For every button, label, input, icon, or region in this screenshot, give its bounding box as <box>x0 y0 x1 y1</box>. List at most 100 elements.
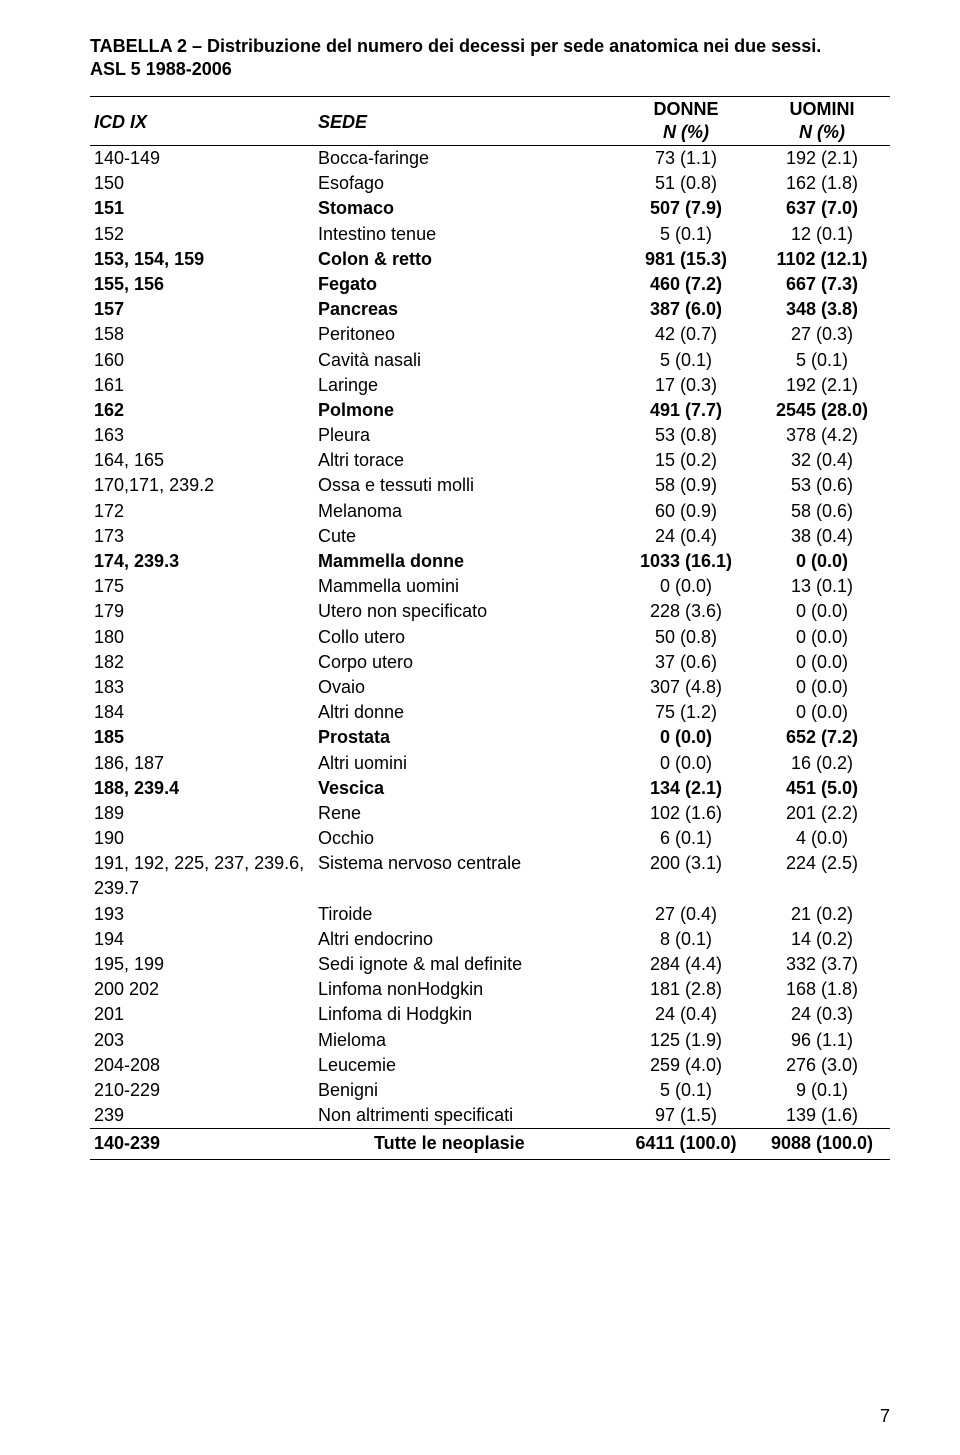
cell-uomini: 348 (3.8) <box>754 297 890 322</box>
cell-sede: Laringe <box>314 373 618 398</box>
table-row: 203Mieloma125 (1.9)96 (1.1) <box>90 1028 890 1053</box>
table-row: 204-208Leucemie259 (4.0)276 (3.0) <box>90 1053 890 1078</box>
cell-icd: 193 <box>90 902 314 927</box>
table-row: 182Corpo utero37 (0.6)0 (0.0) <box>90 650 890 675</box>
total-cell: 6411 (100.0) <box>618 1129 754 1159</box>
cell-uomini: 2545 (28.0) <box>754 398 890 423</box>
table-row: 189Rene102 (1.6)201 (2.2) <box>90 801 890 826</box>
cell-sede: Linfoma di Hodgkin <box>314 1002 618 1027</box>
cell-uomini: 0 (0.0) <box>754 625 890 650</box>
cell-icd: 160 <box>90 348 314 373</box>
table-row: 140-149Bocca-faringe73 (1.1)192 (2.1) <box>90 146 890 172</box>
table-row: 184Altri donne75 (1.2)0 (0.0) <box>90 700 890 725</box>
cell-uomini: 53 (0.6) <box>754 473 890 498</box>
cell-donne: 387 (6.0) <box>618 297 754 322</box>
cell-donne: 15 (0.2) <box>618 448 754 473</box>
cell-icd: 172 <box>90 499 314 524</box>
table-row: 151Stomaco507 (7.9)637 (7.0) <box>90 196 890 221</box>
table-row: 190Occhio6 (0.1)4 (0.0) <box>90 826 890 851</box>
cell-icd: 140-149 <box>90 146 314 172</box>
table-row: 150Esofago51 (0.8)162 (1.8) <box>90 171 890 196</box>
cell-donne: 73 (1.1) <box>618 146 754 172</box>
col-header-donne: DONNE <box>618 97 754 121</box>
cell-icd: 155, 156 <box>90 272 314 297</box>
cell-sede: Altri torace <box>314 448 618 473</box>
cell-sede: Prostata <box>314 725 618 750</box>
cell-sede: Colon & retto <box>314 247 618 272</box>
cell-donne: 75 (1.2) <box>618 700 754 725</box>
cell-icd: 175 <box>90 574 314 599</box>
table-row: 194Altri endocrino8 (0.1)14 (0.2) <box>90 927 890 952</box>
cell-uomini: 0 (0.0) <box>754 675 890 700</box>
cell-uomini: 14 (0.2) <box>754 927 890 952</box>
cell-sede: Ovaio <box>314 675 618 700</box>
table-row: 160Cavità nasali5 (0.1)5 (0.1) <box>90 348 890 373</box>
cell-uomini: 9 (0.1) <box>754 1078 890 1103</box>
cell-donne: 97 (1.5) <box>618 1103 754 1129</box>
cell-donne: 981 (15.3) <box>618 247 754 272</box>
cell-sede: Leucemie <box>314 1053 618 1078</box>
subheader-uomini: N (%) <box>754 120 890 146</box>
cell-donne: 228 (3.6) <box>618 599 754 624</box>
cell-icd: 151 <box>90 196 314 221</box>
table-row: 191, 192, 225, 237, 239.6, 239.7Sistema … <box>90 851 890 901</box>
cell-sede: Fegato <box>314 272 618 297</box>
cell-icd: 239 <box>90 1103 314 1129</box>
table-row: 175Mammella uomini0 (0.0)13 (0.1) <box>90 574 890 599</box>
cell-sede: Altri endocrino <box>314 927 618 952</box>
page: TABELLA 2 – Distribuzione del numero dei… <box>0 0 960 1455</box>
cell-donne: 37 (0.6) <box>618 650 754 675</box>
cell-uomini: 13 (0.1) <box>754 574 890 599</box>
cell-donne: 125 (1.9) <box>618 1028 754 1053</box>
cell-sede: Intestino tenue <box>314 222 618 247</box>
table-title-line1: TABELLA 2 – Distribuzione del numero dei… <box>90 36 890 57</box>
col-header-uomini: UOMINI <box>754 97 890 121</box>
cell-donne: 24 (0.4) <box>618 1002 754 1027</box>
cell-icd: 153, 154, 159 <box>90 247 314 272</box>
page-number: 7 <box>880 1406 890 1427</box>
cell-donne: 51 (0.8) <box>618 171 754 196</box>
cell-donne: 17 (0.3) <box>618 373 754 398</box>
cell-uomini: 192 (2.1) <box>754 146 890 172</box>
cell-icd: 173 <box>90 524 314 549</box>
table-row: 155, 156Fegato460 (7.2)667 (7.3) <box>90 272 890 297</box>
cell-uomini: 652 (7.2) <box>754 725 890 750</box>
cell-icd: 200 202 <box>90 977 314 1002</box>
cell-sede: Utero non specificato <box>314 599 618 624</box>
cell-sede: Stomaco <box>314 196 618 221</box>
cell-donne: 6 (0.1) <box>618 826 754 851</box>
cell-sede: Mammella donne <box>314 549 618 574</box>
cell-donne: 0 (0.0) <box>618 725 754 750</box>
col-header-sede: SEDE <box>314 97 618 146</box>
cell-sede: Bocca-faringe <box>314 146 618 172</box>
cell-icd: 188, 239.4 <box>90 776 314 801</box>
cell-icd: 158 <box>90 322 314 347</box>
table-row: 174, 239.3Mammella donne1033 (16.1)0 (0.… <box>90 549 890 574</box>
cell-icd: 163 <box>90 423 314 448</box>
table-row: 164, 165Altri torace15 (0.2)32 (0.4) <box>90 448 890 473</box>
cell-uomini: 58 (0.6) <box>754 499 890 524</box>
cell-sede: Vescica <box>314 776 618 801</box>
col-header-icd: ICD IX <box>90 97 314 146</box>
cell-sede: Sistema nervoso centrale <box>314 851 618 901</box>
cell-icd: 210-229 <box>90 1078 314 1103</box>
cell-icd: 182 <box>90 650 314 675</box>
cell-uomini: 0 (0.0) <box>754 650 890 675</box>
cell-donne: 8 (0.1) <box>618 927 754 952</box>
cell-donne: 60 (0.9) <box>618 499 754 524</box>
cell-donne: 1033 (16.1) <box>618 549 754 574</box>
cell-uomini: 332 (3.7) <box>754 952 890 977</box>
cell-sede: Mammella uomini <box>314 574 618 599</box>
cell-uomini: 637 (7.0) <box>754 196 890 221</box>
cell-donne: 200 (3.1) <box>618 851 754 901</box>
cell-uomini: 201 (2.2) <box>754 801 890 826</box>
table-row: 170,171, 239.2Ossa e tessuti molli58 (0.… <box>90 473 890 498</box>
cell-uomini: 0 (0.0) <box>754 700 890 725</box>
cell-uomini: 27 (0.3) <box>754 322 890 347</box>
cell-sede: Linfoma nonHodgkin <box>314 977 618 1002</box>
table-row: 180Collo utero50 (0.8)0 (0.0) <box>90 625 890 650</box>
cell-uomini: 0 (0.0) <box>754 549 890 574</box>
cell-icd: 180 <box>90 625 314 650</box>
cell-uomini: 0 (0.0) <box>754 599 890 624</box>
cell-sede: Pleura <box>314 423 618 448</box>
